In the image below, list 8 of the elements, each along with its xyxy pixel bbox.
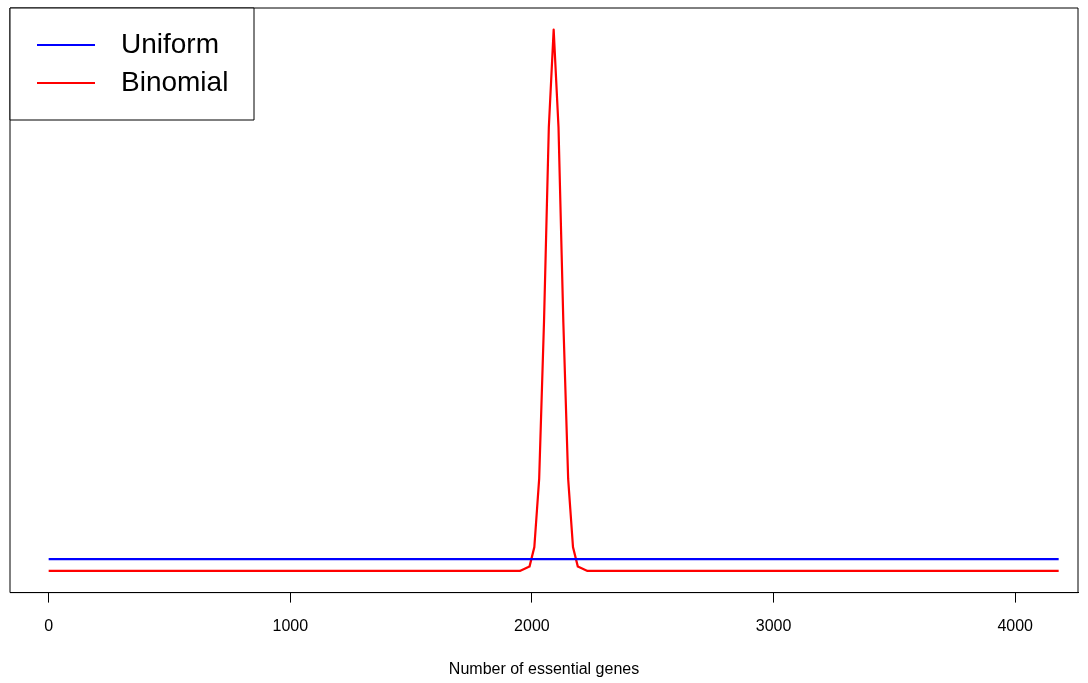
legend-label: Binomial	[121, 65, 229, 97]
x-axis-title: Number of essential genes	[448, 659, 640, 677]
x-tick-label: 2000	[514, 616, 550, 634]
legend-label: Uniform	[121, 27, 220, 59]
x-tick-label: 0	[44, 616, 54, 634]
x-tick-label: 1000	[272, 616, 309, 634]
x-tick-label: 4000	[997, 616, 1034, 634]
x-tick-label: 3000	[755, 616, 792, 634]
